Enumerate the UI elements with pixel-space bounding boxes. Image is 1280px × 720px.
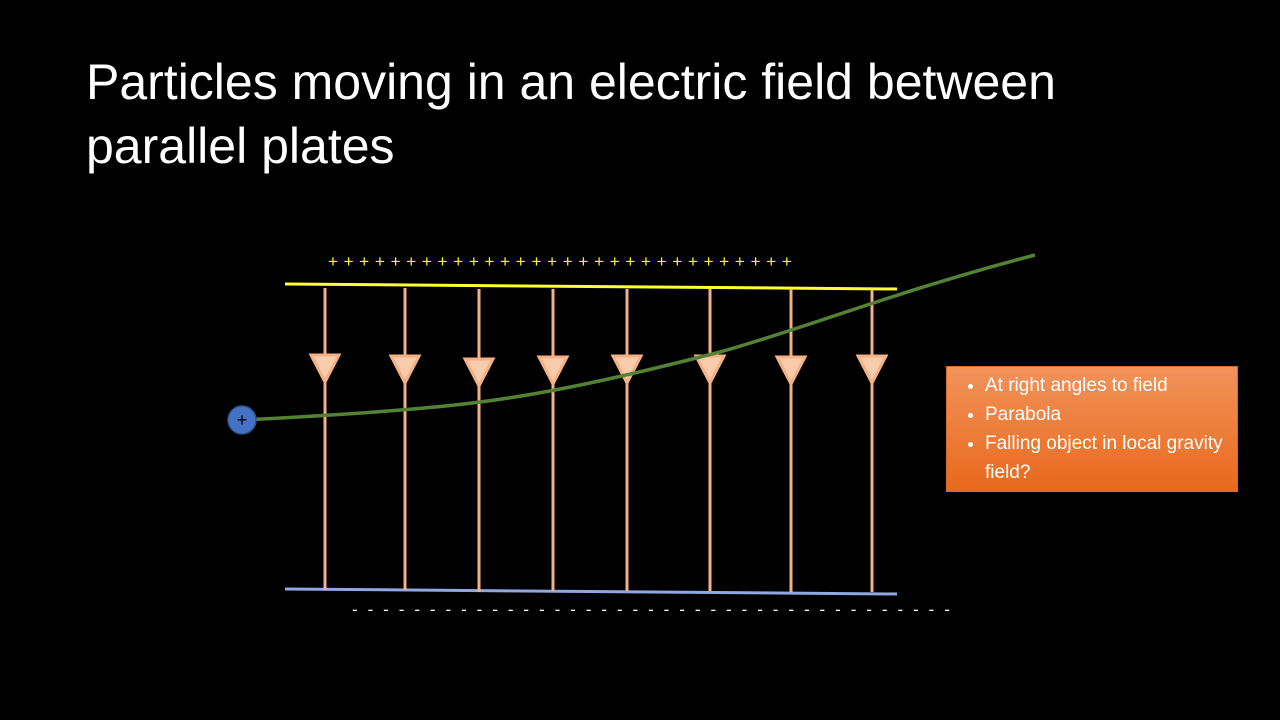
negative-plate — [284, 587, 898, 596]
note-item: At right angles to field — [985, 371, 1229, 400]
negative-charges: - - - - - - - - - - - - - - - - - - - - … — [352, 600, 953, 619]
note-item: Falling object in local gravity field? — [985, 429, 1229, 487]
positive-charges: + + + + + + + + + + + + + + + + + + + + … — [328, 252, 793, 271]
field-lines — [308, 288, 889, 592]
trajectory — [241, 253, 1036, 422]
particle-label: + — [237, 410, 248, 430]
slide-title: Particles moving in an electric field be… — [86, 54, 1056, 174]
particle — [227, 405, 257, 435]
note-list: At right angles to field Parabola Fallin… — [955, 371, 1229, 487]
note-box: At right angles to field Parabola Fallin… — [946, 366, 1238, 492]
note-item: Parabola — [985, 400, 1229, 429]
positive-plate — [284, 282, 898, 291]
